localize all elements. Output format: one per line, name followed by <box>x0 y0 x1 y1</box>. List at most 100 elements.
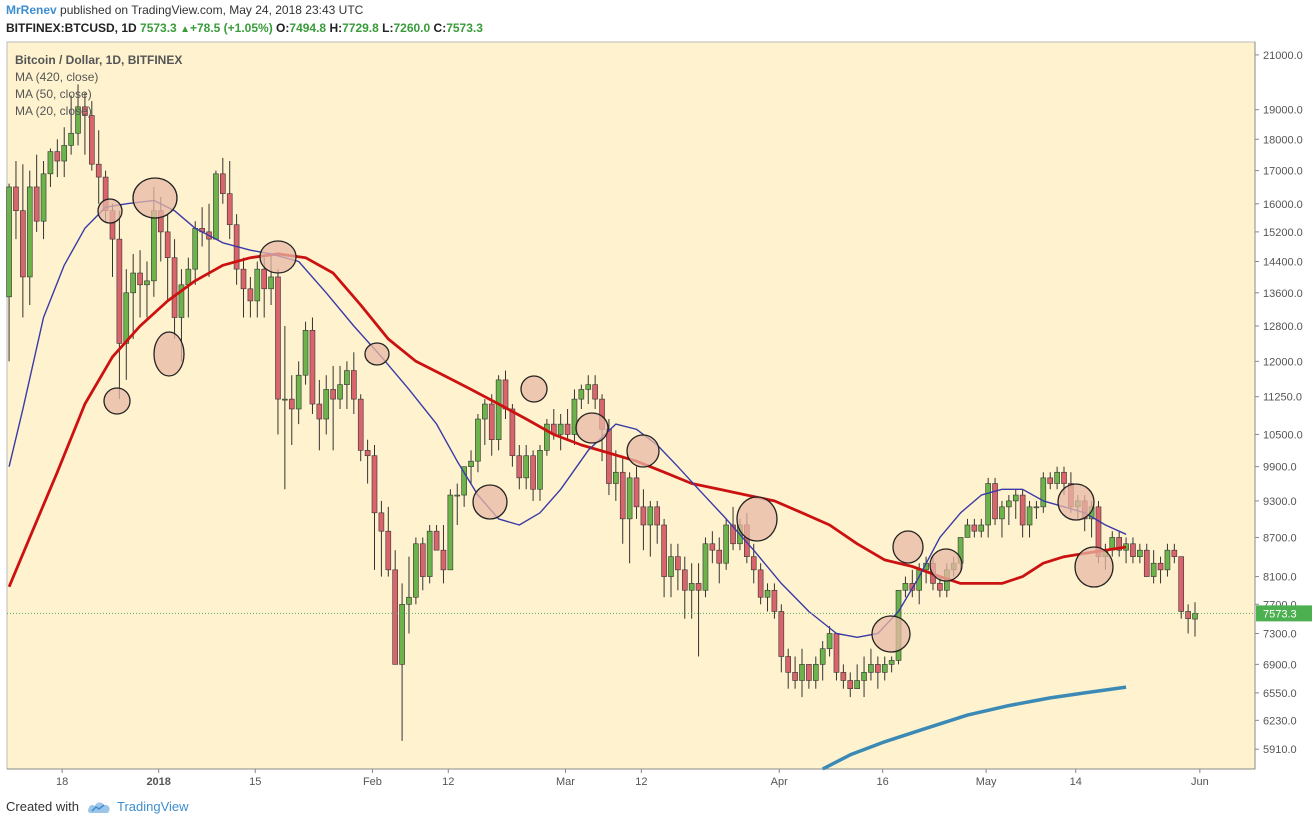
ma20-line <box>8 199 1127 638</box>
candle <box>785 648 792 689</box>
candle <box>40 161 47 240</box>
candle-body <box>1012 494 1019 502</box>
candle <box>364 439 371 484</box>
author-link[interactable]: MrRenev <box>6 3 57 17</box>
candle-body <box>544 423 550 451</box>
close-value: 7573.3 <box>446 21 483 35</box>
close-label: C: <box>433 21 447 35</box>
candle-body <box>523 455 529 479</box>
candle-body <box>978 524 985 532</box>
candle <box>68 95 74 155</box>
candle-body <box>881 664 888 673</box>
ma50-line <box>7 252 1127 588</box>
tradingview-link[interactable]: TradingView <box>116 799 189 814</box>
candle <box>495 375 502 451</box>
annotation-circle <box>575 412 609 444</box>
annotation-circle <box>892 530 924 564</box>
price-chart[interactable]: 21000.0 19000.0 18000.0 17000.0 16000.0 15200… <box>0 0 1315 795</box>
candle-body <box>668 556 674 577</box>
candle-body <box>323 389 330 420</box>
candle-body <box>151 210 157 282</box>
annotation-circle <box>132 177 178 219</box>
candle <box>902 576 909 598</box>
candle <box>54 139 61 178</box>
candle-body <box>406 596 412 605</box>
candle <box>482 399 488 445</box>
candle <box>282 325 288 490</box>
candle <box>61 127 68 178</box>
candle <box>909 569 916 598</box>
candle <box>1137 543 1143 564</box>
y-tick-label: 19000.0 <box>1263 105 1303 117</box>
x-tick-label: 16 <box>877 776 889 788</box>
candle <box>1033 500 1040 519</box>
candle-body <box>1054 471 1060 484</box>
candle <box>606 419 612 496</box>
candle-body <box>247 288 254 302</box>
candle-body <box>261 268 267 290</box>
candle <box>764 583 771 612</box>
candle <box>1047 472 1054 490</box>
candle <box>309 317 316 414</box>
annotation-circle <box>364 342 390 366</box>
candle <box>633 466 640 519</box>
x-tick-label: 15 <box>249 776 261 788</box>
candle-body <box>999 506 1005 520</box>
candle <box>13 161 19 240</box>
candle-body <box>68 132 74 146</box>
candle <box>399 583 405 741</box>
published-text: published on TradingView.com, May 24, 20… <box>56 3 364 17</box>
candle <box>585 375 592 405</box>
candle-body <box>1171 549 1178 557</box>
candle-body <box>688 583 695 591</box>
candle <box>95 130 102 204</box>
x-tick-label: 14 <box>1070 776 1082 788</box>
candle <box>385 506 392 577</box>
candle <box>557 413 564 451</box>
candle-body <box>1157 562 1164 571</box>
candle-body <box>792 672 798 681</box>
tradingview-cloud-icon[interactable] <box>87 800 111 814</box>
y-axis-ticks: 21000.0 19000.0 18000.0 17000.0 16000.0 15200… <box>1255 50 1303 756</box>
candle <box>999 500 1005 538</box>
candle-body <box>385 530 392 571</box>
price-axis[interactable] <box>1255 42 1315 769</box>
y-tick-label: 9300.0 <box>1263 496 1297 508</box>
candle <box>213 170 219 240</box>
candle <box>613 450 619 501</box>
candle <box>695 563 702 657</box>
candle-body <box>240 268 247 290</box>
candle-body <box>89 115 95 165</box>
candle <box>1164 543 1171 577</box>
y-tick-label: 6230.0 <box>1263 715 1297 727</box>
candle <box>1026 500 1033 538</box>
ma420-line <box>821 685 1127 771</box>
candle-body <box>54 151 61 162</box>
plot-area[interactable] <box>6 41 1256 770</box>
candle-body <box>295 374 302 410</box>
y-tick-label: 8700.0 <box>1263 532 1297 544</box>
y-tick-label: 11250.0 <box>1263 392 1302 404</box>
y-tick-label: 12000.0 <box>1263 356 1303 368</box>
candle-body <box>716 549 723 564</box>
annotation-circle <box>736 496 778 542</box>
candle <box>792 656 798 689</box>
candle-body <box>626 477 633 520</box>
candle-body <box>1116 537 1122 551</box>
candle-body <box>1040 477 1047 508</box>
candle-body <box>1033 506 1040 509</box>
candle-body <box>357 398 364 451</box>
candle <box>47 148 54 187</box>
candle-body <box>585 384 592 390</box>
candle <box>1012 489 1019 519</box>
candle-body <box>213 173 219 240</box>
candle-body <box>440 549 447 571</box>
candle-body <box>254 268 261 302</box>
candle-body <box>1006 500 1012 508</box>
candle <box>468 450 474 484</box>
candle <box>302 321 309 385</box>
candle <box>488 394 495 456</box>
x-tick-label: 2018 <box>146 776 170 788</box>
candle <box>323 375 330 435</box>
candle-body <box>309 329 316 405</box>
